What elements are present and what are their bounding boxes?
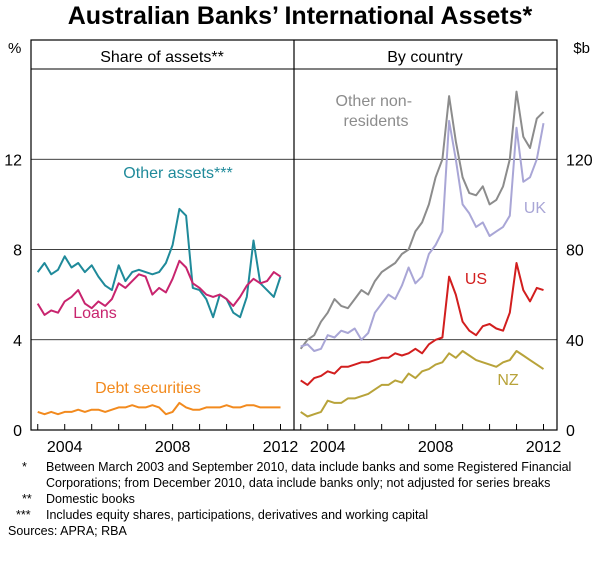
x-tick-label: 2004 <box>310 439 346 456</box>
x-tick-label: 2008 <box>418 439 454 456</box>
y-tick-label: 40 <box>566 333 584 350</box>
label-loans: Loans <box>73 305 117 322</box>
ticks <box>37 424 545 430</box>
y-tick-label: 80 <box>566 243 584 260</box>
series-line-other-non-residents <box>299 90 545 350</box>
series-line-nz <box>300 350 545 418</box>
label-other-non-residents: Other non- residents <box>336 93 417 130</box>
x-tick-label: 2004 <box>47 439 83 456</box>
series-line-debt-securities <box>37 401 281 416</box>
series-line-other-assets <box>36 207 282 319</box>
sources: Sources: APRA; RBA <box>8 524 127 538</box>
series-line-loans <box>36 259 282 316</box>
footnote-mark: ** <box>22 492 32 506</box>
x-tick-label: 2008 <box>155 439 191 456</box>
footnotes: * Between March 2003 and September 2010,… <box>8 459 598 539</box>
footnote-text: Includes equity shares, participations, … <box>46 508 429 522</box>
y-tick-label: 120 <box>566 152 593 169</box>
x-tick-label: 2012 <box>263 439 299 456</box>
y-tick-label: 8 <box>13 243 22 260</box>
label-uk: UK <box>524 200 547 217</box>
footnote-text: Domestic books <box>46 492 135 506</box>
footnote-mark: *** <box>16 508 31 522</box>
chart-title: Australian Banks’ International Assets* <box>67 2 533 30</box>
y-tick-label: 0 <box>566 423 575 440</box>
right-axis-unit: $b <box>573 40 590 57</box>
y-tick-label: 4 <box>13 333 22 350</box>
chart-canvas: Share of assets** By country 0 4 8 12 2004 20… <box>4 39 593 456</box>
x-tick-label: 2012 <box>526 439 562 456</box>
series-line-uk <box>300 119 545 352</box>
y-tick-label: 12 <box>4 152 22 169</box>
gridlines <box>31 158 557 341</box>
label-us: US <box>465 271 487 288</box>
series-lines <box>36 90 545 418</box>
series-line-us <box>300 262 544 386</box>
left-panel-title: Share of assets** <box>100 49 224 66</box>
right-panel-title: By country <box>387 49 463 66</box>
label-nz: NZ <box>497 372 519 389</box>
left-axis-unit: % <box>8 40 22 57</box>
y-tick-label: 0 <box>13 423 22 440</box>
label-debt-securities: Debt securities <box>95 380 201 397</box>
footnote-text: Between March 2003 and September 2010, d… <box>46 460 572 490</box>
footnote: ** Domestic books <box>8 491 598 507</box>
footnote: * Between March 2003 and September 2010,… <box>8 459 598 491</box>
label-other-assets: Other assets*** <box>123 165 232 182</box>
footnote-mark: * <box>22 460 27 474</box>
footnote: *** Includes equity shares, participatio… <box>8 507 598 523</box>
